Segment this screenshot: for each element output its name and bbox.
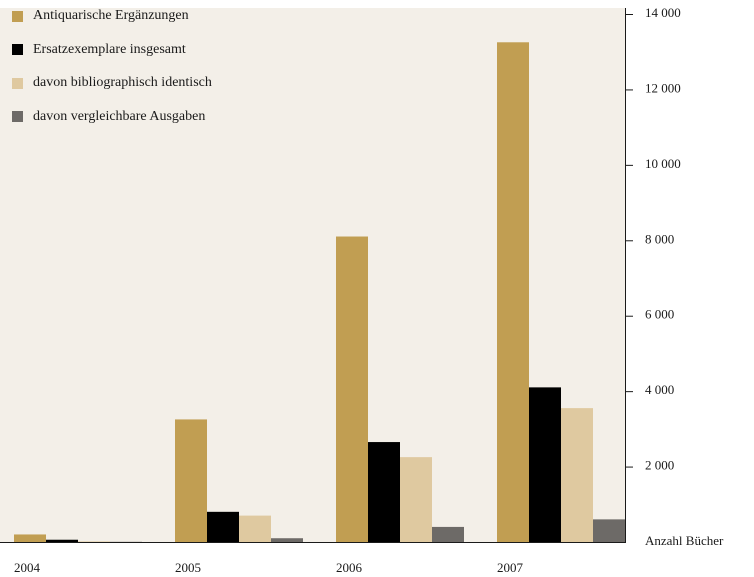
bar-ersatzexemplare-insgesamt-2007 xyxy=(529,387,561,542)
bar-davon-bibliographisch-identisch-2005 xyxy=(239,515,271,542)
legend-label: davon vergleichbare Ausgaben xyxy=(33,108,206,124)
legend-swatch-antiquarische-ergaenzungen xyxy=(12,10,23,22)
y-tick-label: 4 000 xyxy=(645,382,674,397)
legend-item-vergleichbare-ausgaben: davon vergleichbare Ausgaben xyxy=(12,107,212,127)
y-ticks-group: 2 000 4 000 6 000 8 000 10 000 12 000 14 000 xyxy=(625,5,681,473)
legend-label: Antiquarische Ergänzungen xyxy=(33,8,189,23)
bar-davon-vergleichbare-ausgaben-2006 xyxy=(432,526,464,542)
x-tick-label: 2006 xyxy=(336,560,363,575)
x-ticks-group: 2004 2005 2006 2007 xyxy=(14,560,524,575)
bar-antiquarische-erganzungen-2004 xyxy=(14,534,46,542)
bar-davon-vergleichbare-ausgaben-2005 xyxy=(271,538,303,542)
legend-swatch-vergleichbare-ausgaben xyxy=(12,111,23,122)
x-tick-label: 2007 xyxy=(497,560,524,575)
legend-label: Ersatzexemplare insgesamt xyxy=(33,41,186,57)
bar-davon-bibliographisch-identisch-2004 xyxy=(78,541,110,542)
bars-group xyxy=(14,42,625,543)
bar-ersatzexemplare-insgesamt-2004 xyxy=(46,539,78,542)
y-tick-label: 10 000 xyxy=(645,156,681,171)
bar-ersatzexemplare-insgesamt-2005 xyxy=(207,511,239,542)
legend-item-ersatzexemplare-insgesamt: Ersatzexemplare insgesamt xyxy=(12,40,212,60)
legend-item-antiquarische-ergaenzungen: Antiquarische Ergänzungen xyxy=(12,6,212,26)
bar-ersatzexemplare-insgesamt-2006 xyxy=(368,442,400,542)
y-tick-label: 2 000 xyxy=(645,458,674,473)
y-tick-label: 12 000 xyxy=(645,80,681,95)
legend: Antiquarische Ergänzungen Ersatzexemplar… xyxy=(12,6,212,140)
y-tick-label: 14 000 xyxy=(645,5,681,20)
x-tick-label: 2004 xyxy=(14,560,41,575)
bar-davon-bibliographisch-identisch-2006 xyxy=(400,457,432,542)
x-tick-label: 2005 xyxy=(175,560,201,575)
y-axis-label: Anzahl Bücher xyxy=(645,533,724,548)
legend-item-bibliographisch-identisch: davon bibliographisch identisch xyxy=(12,73,212,93)
bar-antiquarische-erganzungen-2006 xyxy=(336,236,368,542)
bar-davon-vergleichbare-ausgaben-2007 xyxy=(593,519,625,542)
bar-davon-bibliographisch-identisch-2007 xyxy=(561,408,593,542)
y-tick-label: 8 000 xyxy=(645,231,674,246)
legend-swatch-bibliographisch-identisch xyxy=(12,77,23,89)
y-tick-label: 6 000 xyxy=(645,307,674,322)
legend-label: davon bibliographisch identisch xyxy=(33,75,212,90)
legend-swatch-ersatzexemplare-insgesamt xyxy=(12,44,23,55)
bar-antiquarische-erganzungen-2007 xyxy=(497,42,529,543)
bar-antiquarische-erganzungen-2005 xyxy=(175,419,207,542)
